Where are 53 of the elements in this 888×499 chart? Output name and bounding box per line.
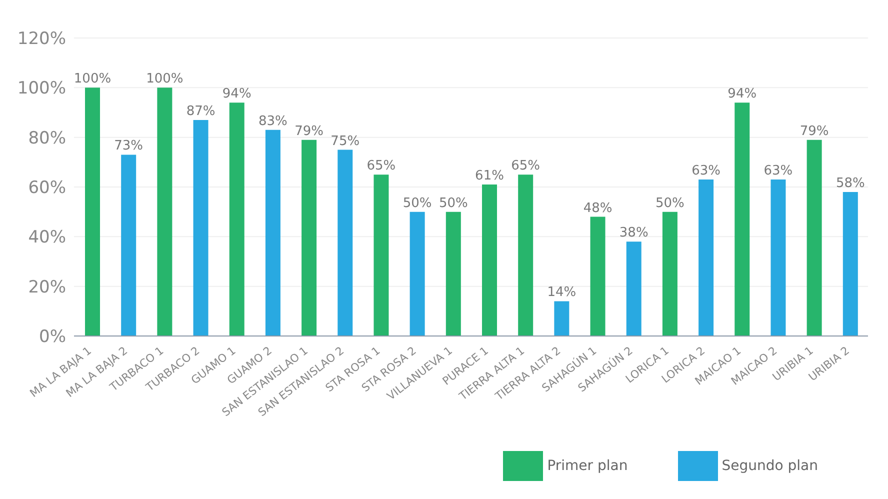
data-label: 63% [692, 164, 720, 179]
bar [698, 180, 714, 336]
bar [842, 192, 858, 336]
data-label: 83% [258, 114, 288, 129]
bar [662, 212, 678, 336]
y-tick-label: 0% [39, 327, 66, 348]
data-label: 50% [402, 196, 432, 211]
bar [302, 140, 317, 336]
bar [806, 140, 822, 336]
y-tick-label: 60% [28, 178, 66, 198]
y-tick-label: 20% [28, 277, 66, 298]
bar [193, 120, 208, 336]
bar [626, 242, 642, 336]
data-label: 50% [656, 196, 684, 211]
data-label: 94% [222, 86, 252, 102]
data-label: 79% [800, 124, 829, 139]
bar [265, 130, 280, 336]
bar [590, 216, 606, 336]
bar [374, 174, 389, 336]
bar [446, 212, 461, 336]
data-label: 61% [475, 168, 504, 184]
data-label: 100% [74, 72, 112, 87]
bar [85, 88, 100, 336]
y-tick-label: 40% [28, 228, 66, 248]
bar [410, 212, 425, 336]
data-label: 38% [619, 226, 648, 241]
bar [338, 150, 353, 336]
data-label: 87% [186, 104, 216, 119]
data-label: 79% [294, 124, 324, 139]
data-label: 94% [728, 86, 757, 102]
legend-label: Segundo plan [722, 458, 818, 474]
data-label: 100% [146, 72, 184, 87]
y-tick-label: 120% [17, 29, 66, 50]
bar [518, 174, 534, 336]
bar [157, 88, 172, 336]
y-tick-label: 80% [28, 128, 66, 148]
y-tick-label: 100% [17, 78, 66, 99]
bar [229, 102, 244, 336]
data-label: 14% [547, 285, 576, 300]
data-label: 58% [836, 176, 865, 191]
data-label: 65% [366, 158, 396, 174]
data-label: 63% [764, 164, 793, 179]
bar [734, 102, 750, 336]
bar [121, 154, 136, 336]
data-label: 75% [330, 134, 360, 149]
data-label: 73% [114, 138, 144, 154]
bar [770, 180, 786, 336]
data-label: 65% [511, 158, 540, 174]
data-label: 50% [438, 196, 468, 211]
bar [554, 301, 570, 336]
bar [482, 184, 497, 336]
legend-label: Primer plan [547, 458, 628, 474]
data-label: 48% [583, 200, 612, 216]
